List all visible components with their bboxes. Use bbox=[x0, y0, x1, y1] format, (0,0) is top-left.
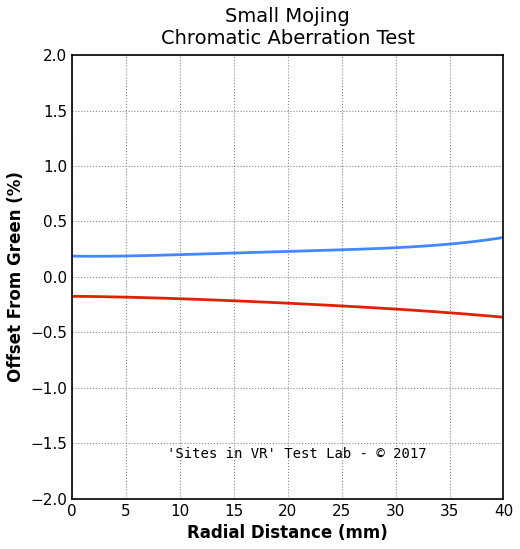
Title: Small Mojing
Chromatic Aberration Test: Small Mojing Chromatic Aberration Test bbox=[161, 7, 415, 48]
Y-axis label: Offset From Green (%): Offset From Green (%) bbox=[7, 171, 25, 382]
X-axis label: Radial Distance (mm): Radial Distance (mm) bbox=[187, 524, 388, 542]
Text: 'Sites in VR' Test Lab - © 2017: 'Sites in VR' Test Lab - © 2017 bbox=[166, 447, 426, 461]
